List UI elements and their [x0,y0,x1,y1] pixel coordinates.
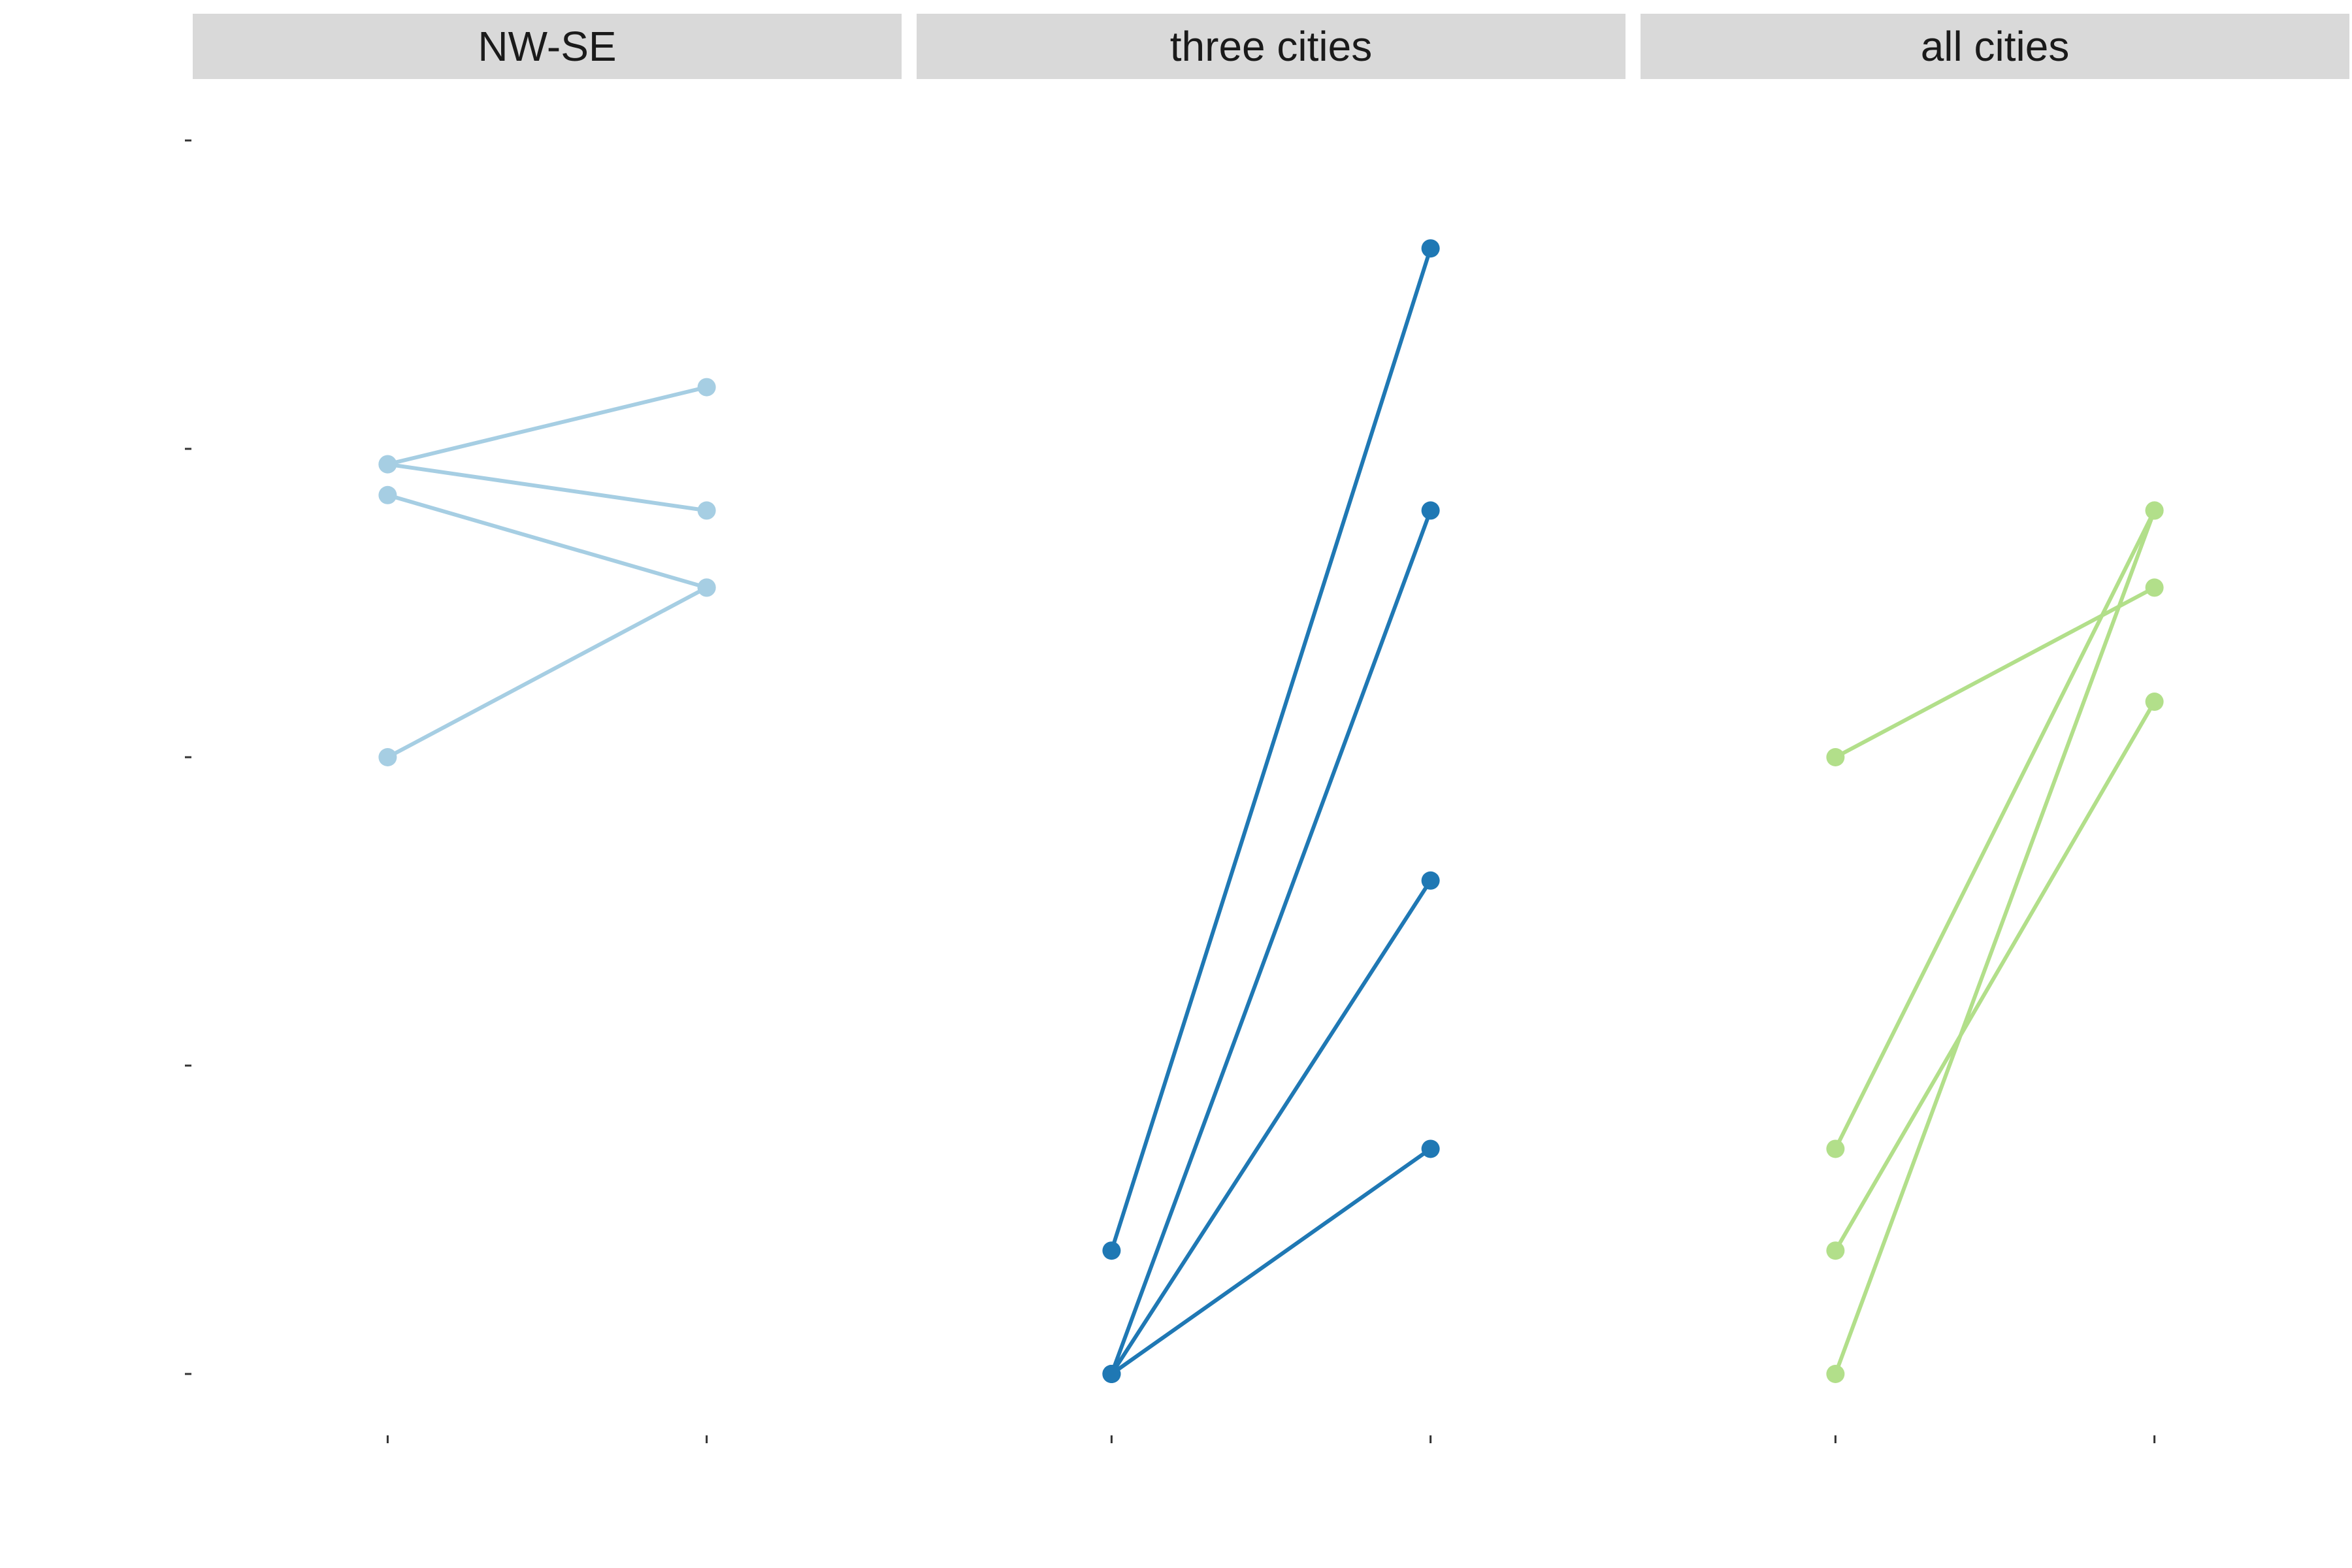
series-line [1109,246,1433,1253]
panel-all-cities: all cities [1641,14,2349,1443]
y-axis [185,139,191,1375]
data-point [1826,748,1845,766]
data-point [1421,871,1440,890]
data-point [378,748,397,766]
data-point [697,501,716,520]
series-line [385,585,709,759]
panel-three-cities: three cities [917,14,1625,1443]
data-point [1102,1241,1121,1260]
data-point [1102,1365,1121,1383]
data-point [2145,693,2164,711]
series-line [1833,700,2157,1253]
series-line [385,493,709,590]
series-line [1109,1147,1433,1376]
facet-strip-label: three cities [1170,23,1372,70]
data-point [1826,1365,1845,1383]
data-point [2145,501,2164,520]
series-line [385,462,709,513]
facet-strip-label: all cities [1921,23,2070,70]
series-line [385,385,709,466]
data-point [697,578,716,597]
series-line [1833,508,2157,1376]
facet-strip [1641,14,2349,79]
data-point [378,455,397,474]
data-point [1826,1241,1845,1260]
panel-nw-se: NW-SE [193,14,902,1443]
data-point [1826,1139,1845,1158]
data-point [378,485,397,504]
data-point [1421,1139,1440,1158]
series-line [1833,585,2157,759]
data-point [1421,501,1440,520]
data-point [697,378,716,397]
facet-strip [917,14,1625,79]
data-point [2145,578,2164,597]
data-point [1421,239,1440,258]
facet-strip-label: NW-SE [478,23,616,70]
series-line [1109,878,1433,1376]
series-line [1833,508,2157,1151]
series-line [1109,508,1433,1376]
facet-strip [193,14,902,79]
